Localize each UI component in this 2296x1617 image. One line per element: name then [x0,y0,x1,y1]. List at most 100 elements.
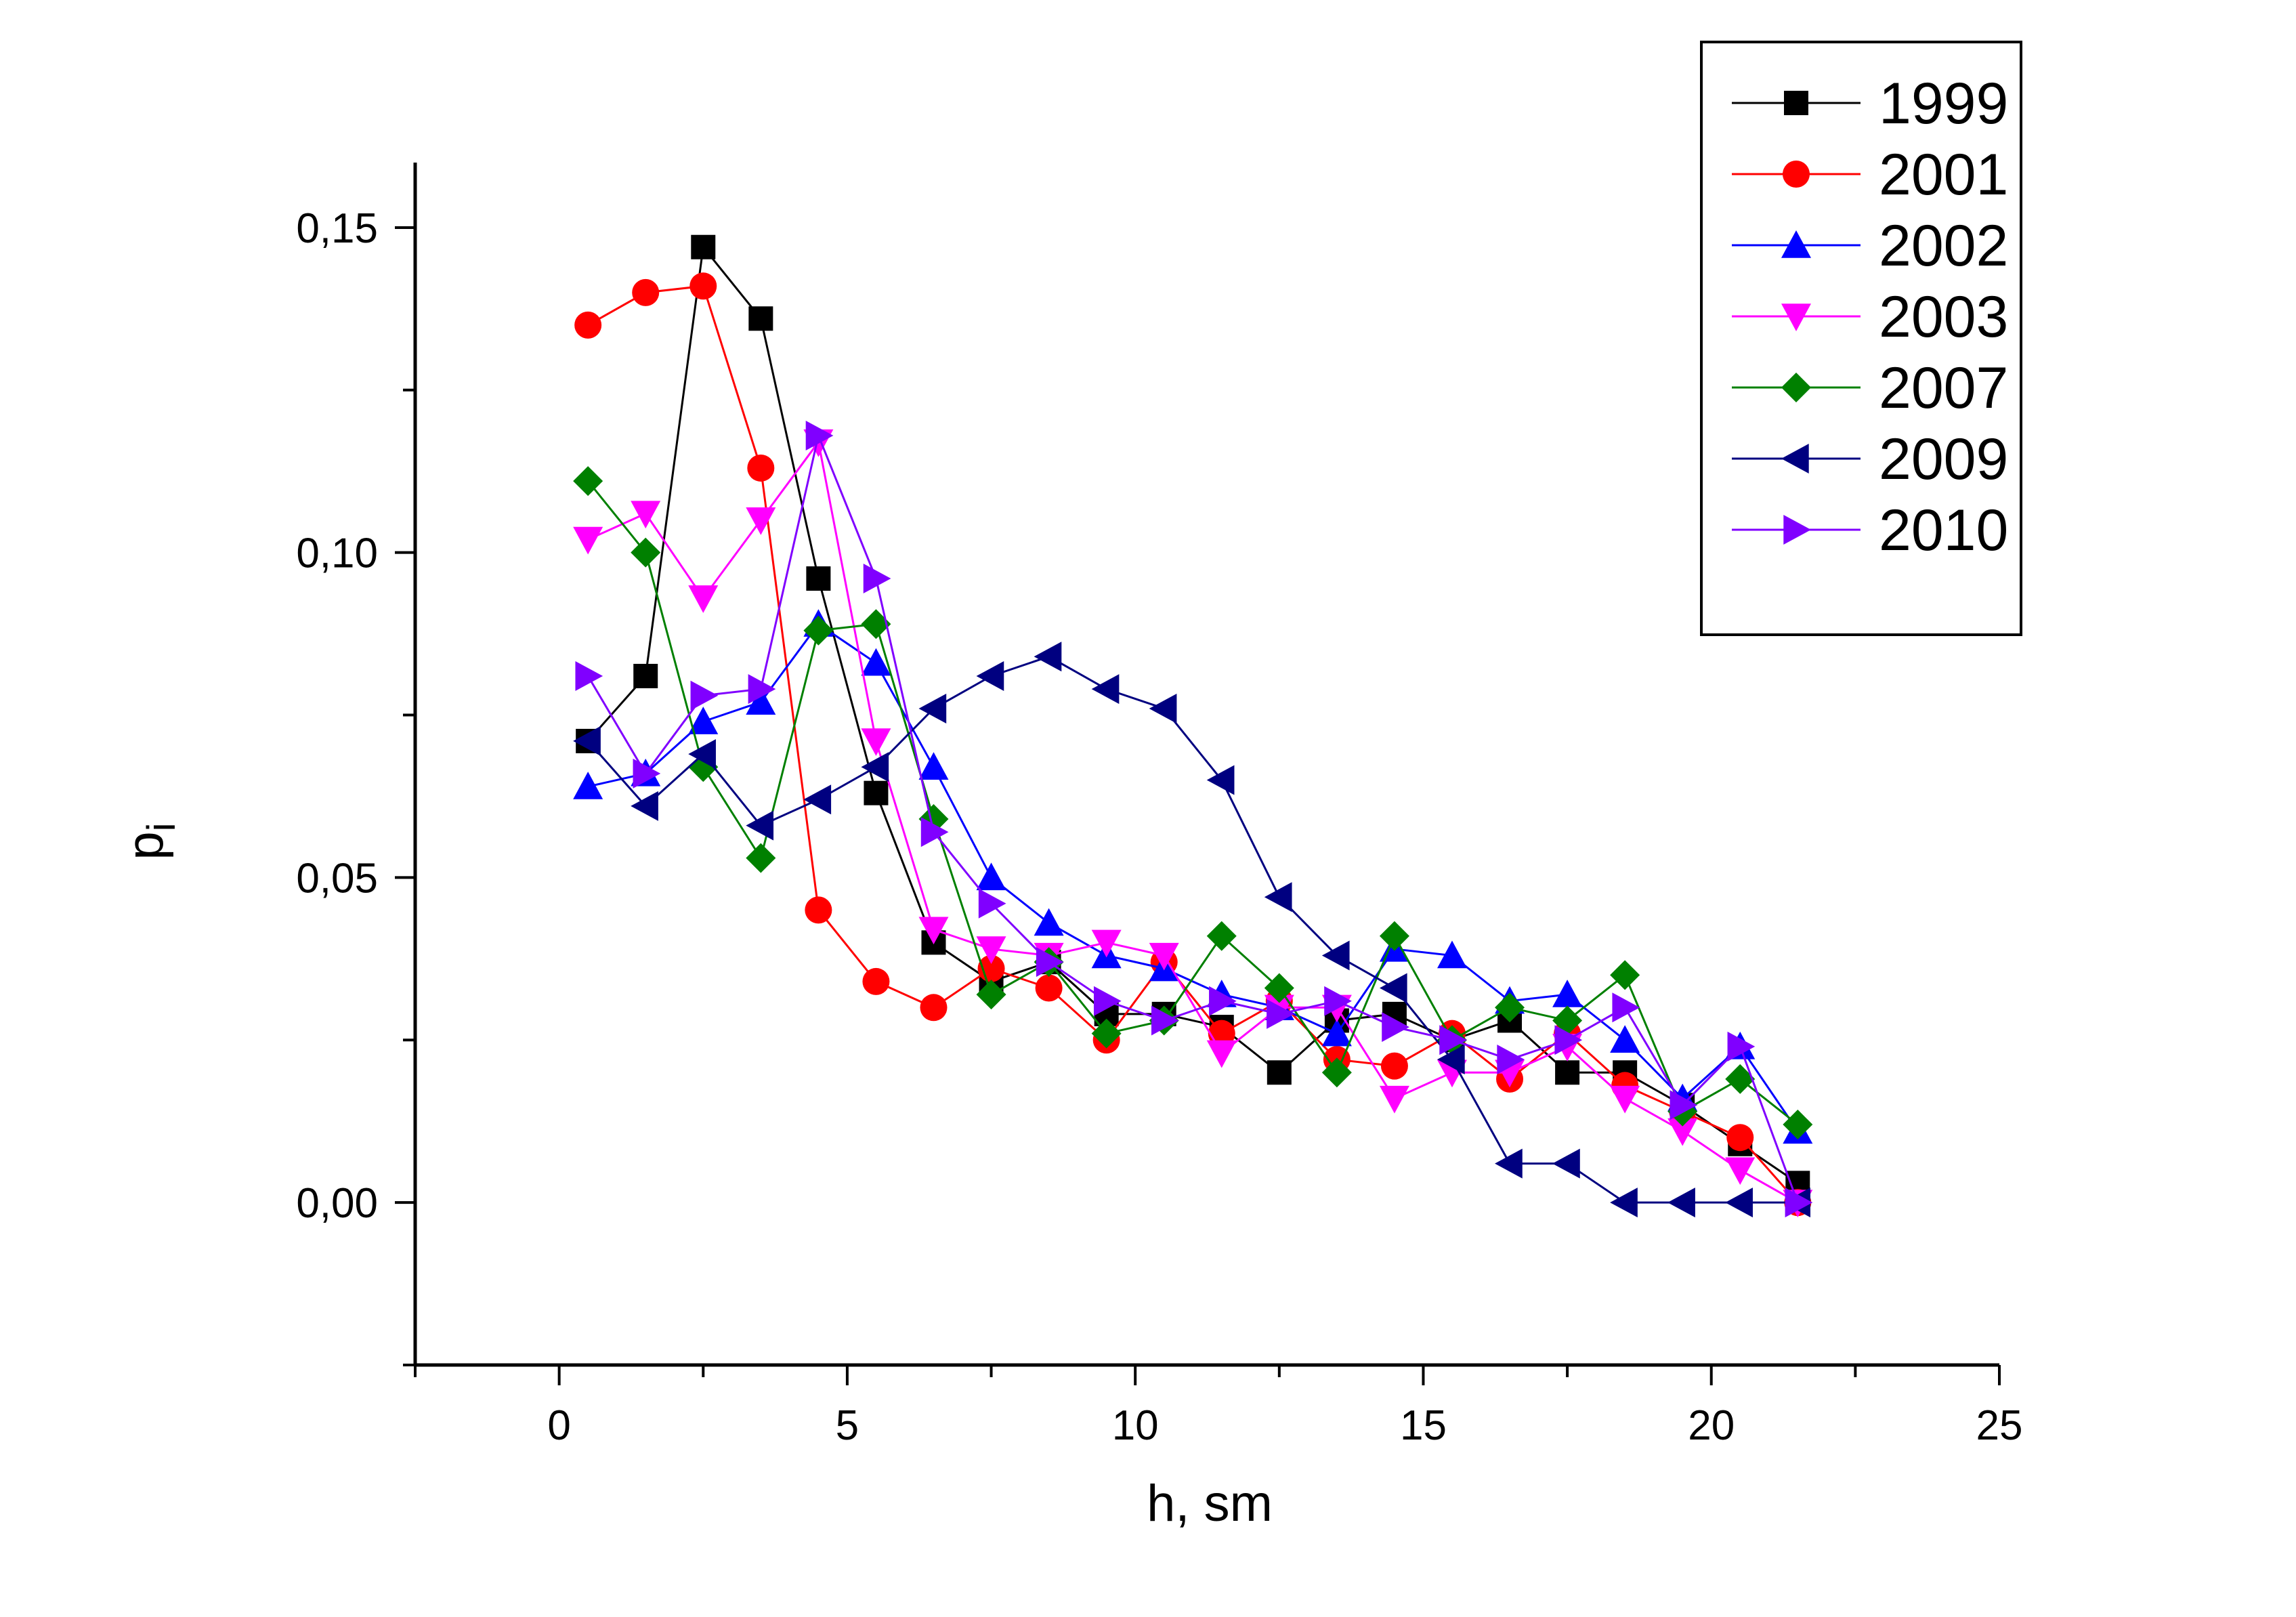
legend-item-2001: 2001 [1732,142,2008,207]
y-tick-label: 0,10 [296,530,378,577]
data-point-2002 [1552,980,1583,1007]
data-point-2007 [1783,1110,1813,1139]
data-point-2009 [1667,1188,1695,1218]
data-point-2010 [1382,1012,1409,1043]
data-point-2007 [1321,1057,1352,1088]
data-point-2009 [803,784,832,815]
data-point-2003 [746,507,776,535]
data-point-2002 [918,752,949,780]
data-point-2003 [631,501,661,529]
data-point-2003 [918,917,949,945]
y-axis-title: pi [116,822,184,860]
legend-item-2009: 2009 [1732,427,2008,492]
data-point-2010 [575,660,603,691]
series-line-2010 [587,432,1799,1203]
data-point-2001 [862,967,890,995]
data-point-2007 [1264,973,1294,1003]
data-point-2003 [1091,929,1122,958]
data-point-2001 [689,272,717,300]
y-axis-title-subscript: i [140,822,184,831]
data-point-2010 [1093,986,1122,1016]
x-tick-label: 10 [1112,1402,1159,1449]
data-point-2001 [920,994,948,1022]
data-point-2002 [1321,1018,1352,1047]
x-axis-title: h, sm [1147,1475,1273,1532]
data-point-2010 [1036,947,1064,978]
data-point-2001 [747,454,775,482]
data-point-2010 [1554,1025,1583,1055]
data-point-2009 [746,810,774,841]
axes: 0 5 10 15 20 25 0,00 0,05 0,10 0,15 [296,163,2022,1449]
legend-label: 2003 [1879,285,2008,350]
data-point-2007 [1091,1018,1122,1049]
data-point-2010 [805,420,834,450]
data-point-1999 [691,234,716,259]
series-line-2001 [587,285,1799,1204]
legend-label: 2002 [1879,213,2008,278]
data-point-2009 [1091,674,1120,705]
data-point-2002 [861,648,891,676]
data-point-2007 [1610,960,1640,990]
data-point-2007 [1379,921,1409,951]
legend-marker-2007 [1781,373,1811,402]
legend-marker-2009 [1781,444,1809,474]
series-2003 [573,429,1813,1218]
legend-marker-2001 [1783,161,1810,188]
data-point-2001 [632,278,660,306]
series-line-2009 [587,655,1798,1204]
series-line-2007 [587,480,1799,1126]
data-point-2010 [1785,1188,1813,1218]
y-tick-label: 0,15 [296,205,378,252]
legend-label: 2010 [1879,498,2008,563]
data-point-2009 [1034,642,1062,672]
data-point-2003 [1149,942,1179,971]
data-point-2009 [976,660,1004,691]
series-layer [573,234,1813,1218]
x-tick-label: 5 [836,1402,859,1449]
data-point-2009 [1610,1188,1638,1218]
data-point-2009 [1264,882,1292,912]
data-point-2010 [1497,1045,1525,1075]
x-tick-label: 25 [1976,1402,2023,1449]
data-point-1999 [1267,1060,1292,1085]
data-point-2002 [573,772,603,799]
data-point-2002 [976,862,1006,891]
series-line-2002 [587,623,1799,1132]
data-point-2010 [1670,1090,1698,1120]
data-point-2002 [688,707,719,734]
series-line-2003 [587,439,1799,1204]
legend-label: 2007 [1879,356,2008,421]
legend-label: 2001 [1879,142,2008,207]
data-point-1999 [1555,1060,1580,1085]
legend-item-2003: 2003 [1732,285,2008,350]
data-point-2007 [631,537,661,568]
svg-text:pi: pi [116,822,184,860]
data-point-2009 [918,693,947,723]
data-point-1999 [806,566,831,591]
data-point-2002 [1034,908,1064,936]
data-point-2007 [1495,992,1525,1023]
y-tick-label: 0,05 [296,855,378,902]
data-point-2010 [690,680,719,711]
data-point-2010 [978,888,1006,919]
legend-item-2010: 2010 [1732,498,2008,563]
series-2009 [573,642,1811,1218]
data-point-2009 [1321,940,1350,971]
data-point-2007 [861,609,891,639]
data-point-2001 [1380,1052,1408,1080]
legend-label: 2009 [1879,427,2008,492]
x-tick-label: 15 [1400,1402,1447,1449]
data-point-2010 [1612,992,1640,1023]
data-point-2010 [920,817,949,847]
legend-item-2007: 2007 [1732,356,2008,421]
data-point-2010 [1209,986,1237,1016]
data-point-2010 [1727,1031,1756,1062]
legend-marker-1999 [1784,91,1808,115]
data-point-1999 [864,780,889,805]
data-point-2010 [748,674,776,705]
data-point-2007 [1206,921,1237,951]
legend-marker-2010 [1783,515,1811,545]
data-point-2007 [746,843,776,873]
data-point-2009 [1725,1188,1753,1218]
